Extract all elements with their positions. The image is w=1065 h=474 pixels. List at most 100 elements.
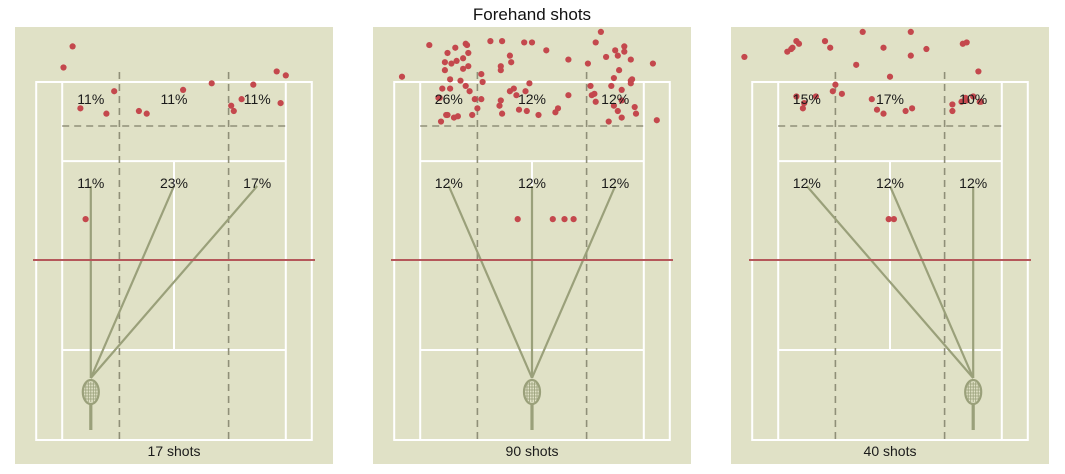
shot-dot (587, 82, 594, 90)
shot-dot (584, 60, 592, 67)
zone-label-short-1: 12% (435, 175, 463, 191)
shots-count: 40 shots (864, 443, 917, 459)
shot-dot (970, 93, 977, 100)
shot-dot (465, 63, 472, 70)
shot-dot (437, 118, 445, 125)
shot-dot (949, 107, 956, 115)
shot-dot (228, 102, 235, 109)
zone-label-short-3: 12% (601, 175, 629, 191)
shot-line (805, 185, 975, 379)
shot-dot (975, 68, 982, 75)
shot-dot (465, 49, 472, 57)
shot-dot (460, 55, 467, 62)
zone-label-short-2: 23% (160, 175, 188, 191)
shot-dot (282, 72, 289, 79)
shot-dot (523, 107, 530, 115)
shot-dot (453, 57, 460, 65)
shot-dot (597, 28, 605, 35)
shot-dot (230, 107, 237, 115)
shot-dot (629, 76, 636, 83)
shot-dot (426, 41, 433, 49)
shot-line (89, 185, 176, 379)
shot-dot (821, 38, 829, 45)
shot-line (530, 185, 617, 379)
shot-dot (82, 216, 89, 223)
court-panels: 11% 11% 11% 23% 11% 17% 17 shots 26% 12% 12% 12% 12… (15, 27, 1049, 464)
shot-dot (457, 77, 464, 84)
shot-dot (827, 44, 834, 51)
shot-dot (886, 73, 894, 80)
shot-dot (907, 28, 914, 35)
shot-dot (273, 68, 280, 75)
shot-dot (618, 86, 625, 94)
shot-dot (454, 113, 461, 120)
zone-label-deep-2: 11% (161, 91, 188, 107)
shot-dot (513, 92, 520, 99)
shot-dot (462, 82, 469, 90)
shot-dot (478, 70, 485, 78)
shots-count: 90 shots (506, 443, 559, 459)
shot-dot (543, 47, 550, 54)
shot-dot (238, 96, 245, 103)
shot-dot (460, 65, 467, 72)
shot-dot (793, 93, 800, 100)
zone-label-short-1: 11% (77, 175, 104, 191)
shot-dot (592, 39, 599, 46)
shot-dot (612, 47, 619, 54)
tennis-racket-icon (964, 378, 983, 430)
shot-dot (608, 82, 615, 90)
zone-label-deep-1: 26% (435, 91, 463, 107)
zone-label-deep-3: 11% (244, 91, 271, 107)
shot-dot (549, 216, 556, 223)
shot-dot (506, 88, 513, 95)
shot-dot (801, 99, 808, 107)
shot-dot (77, 105, 84, 112)
shot-dot (277, 99, 284, 107)
shot-dot (632, 110, 640, 117)
shot-dot (208, 80, 215, 87)
shot-dot (832, 81, 839, 88)
zone-label-deep-2: 12% (518, 91, 546, 107)
shot-dot (565, 92, 572, 99)
shot-dot (627, 56, 634, 63)
shot-dot (890, 216, 898, 223)
shot-dot (621, 43, 628, 50)
shot-dot (471, 96, 478, 103)
shot-dot (799, 105, 807, 112)
zone-label-short-3: 12% (959, 175, 987, 191)
shot-dot (496, 102, 503, 109)
shot-dot (439, 85, 446, 92)
shot-dot (880, 110, 887, 117)
shot-dot (69, 43, 76, 50)
shot-dot (552, 109, 559, 116)
shot-dot (923, 45, 930, 53)
shot-dot (514, 216, 521, 223)
shot-dot (526, 80, 533, 87)
shot-dot (521, 39, 528, 46)
shot-dot (135, 107, 142, 115)
zone-label-deep-3: 12% (601, 91, 629, 107)
zone-label-short-1: 12% (793, 175, 821, 191)
shot-line (89, 185, 259, 379)
shot-dot (610, 74, 618, 82)
shot-dot (478, 96, 485, 103)
shot-dot (443, 111, 450, 119)
shots-count: 17 shots (148, 443, 201, 459)
shot-dot (614, 107, 621, 115)
shot-dot (447, 76, 454, 83)
shot-dot (441, 59, 448, 66)
shot-line (447, 185, 534, 379)
shot-dot (603, 53, 610, 61)
shot-dot (618, 97, 625, 104)
shot-dot (631, 103, 638, 111)
shot-dot (497, 67, 504, 74)
shot-dot (885, 216, 892, 223)
tennis-racket-icon (522, 378, 542, 430)
shot-line (888, 185, 975, 379)
shot-dot (829, 88, 836, 95)
shot-dot (441, 67, 448, 74)
shot-dot (873, 106, 881, 113)
shot-dot (605, 118, 612, 125)
shot-dot (561, 216, 568, 223)
zone-label-short-2: 12% (876, 175, 904, 191)
